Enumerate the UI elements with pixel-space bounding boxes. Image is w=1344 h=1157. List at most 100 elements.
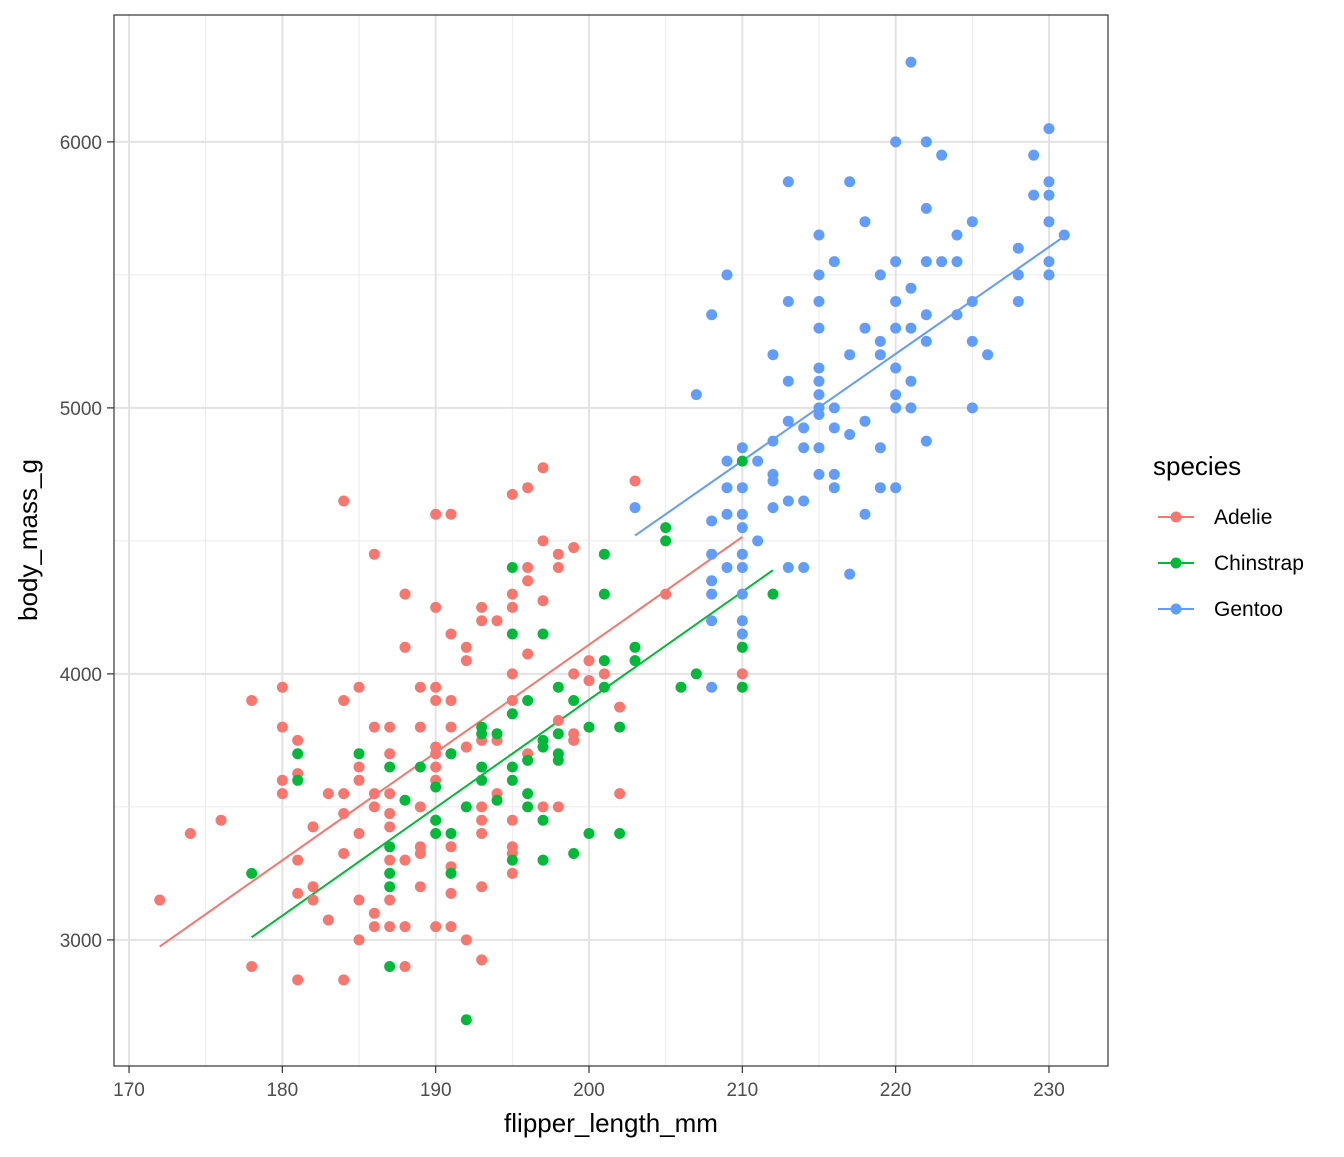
- data-point-gentoo: [905, 322, 917, 334]
- data-point-chinstrap: [552, 754, 564, 766]
- data-point-adelie: [568, 668, 580, 680]
- data-point-gentoo: [844, 568, 856, 580]
- data-point-chinstrap: [506, 628, 518, 640]
- data-point-adelie: [598, 668, 610, 680]
- data-point-chinstrap: [537, 814, 549, 826]
- data-point-gentoo: [890, 389, 902, 401]
- data-point-gentoo: [721, 508, 733, 520]
- data-point-adelie: [368, 921, 380, 933]
- data-point-adelie: [476, 881, 488, 893]
- data-point-gentoo: [951, 256, 963, 268]
- data-point-gentoo: [828, 256, 840, 268]
- data-point-chinstrap: [598, 681, 610, 693]
- data-point-adelie: [322, 788, 334, 800]
- axes: 170 180 190 200 210 220 230 3000 4000 5000 6000: [60, 133, 1065, 1101]
- data-point-adelie: [537, 595, 549, 607]
- data-point-gentoo: [1043, 269, 1055, 281]
- data-point-adelie: [307, 894, 319, 906]
- data-point-adelie: [384, 821, 396, 833]
- data-point-adelie: [384, 921, 396, 933]
- data-point-gentoo: [782, 495, 794, 507]
- data-point-gentoo: [798, 495, 810, 507]
- data-point-chinstrap: [414, 761, 426, 773]
- data-point-adelie: [414, 681, 426, 693]
- data-point-adelie: [614, 701, 626, 713]
- data-point-adelie: [322, 914, 334, 926]
- data-point-adelie: [276, 721, 288, 733]
- data-point-adelie: [399, 921, 411, 933]
- data-point-gentoo: [874, 482, 886, 494]
- data-point-chinstrap: [292, 748, 304, 760]
- data-point-gentoo: [736, 482, 748, 494]
- data-point-adelie: [522, 482, 534, 494]
- data-point-gentoo: [905, 375, 917, 387]
- data-point-gentoo: [844, 428, 856, 440]
- data-point-adelie: [276, 774, 288, 786]
- data-point-gentoo: [859, 322, 871, 334]
- data-point-adelie: [246, 695, 258, 707]
- data-point-chinstrap: [430, 781, 442, 793]
- data-point-gentoo: [874, 349, 886, 361]
- data-point-adelie: [552, 561, 564, 573]
- data-point-chinstrap: [767, 588, 779, 600]
- data-point-adelie: [506, 588, 518, 600]
- data-point-adelie: [506, 601, 518, 613]
- data-point-adelie: [537, 535, 549, 547]
- data-point-gentoo: [966, 295, 978, 307]
- data-point-adelie: [614, 788, 626, 800]
- data-point-gentoo: [782, 561, 794, 573]
- data-point-adelie: [414, 847, 426, 859]
- data-point-adelie: [368, 721, 380, 733]
- data-point-chinstrap: [384, 841, 396, 853]
- data-point-adelie: [430, 695, 442, 707]
- data-point-gentoo: [736, 522, 748, 534]
- data-point-adelie: [460, 741, 472, 753]
- data-point-gentoo: [813, 409, 825, 421]
- data-point-chinstrap: [552, 728, 564, 740]
- data-point-adelie: [353, 774, 365, 786]
- data-point-gentoo: [890, 482, 902, 494]
- data-point-adelie: [338, 974, 350, 986]
- data-point-gentoo: [767, 435, 779, 447]
- data-point-adelie: [246, 961, 258, 973]
- data-point-adelie: [384, 894, 396, 906]
- x-tick-label: 200: [573, 1080, 605, 1101]
- data-point-chinstrap: [384, 961, 396, 973]
- x-tick-label: 170: [113, 1080, 145, 1101]
- data-point-adelie: [460, 934, 472, 946]
- data-point-gentoo: [706, 548, 718, 560]
- data-point-gentoo: [859, 415, 871, 427]
- data-point-gentoo: [905, 282, 917, 294]
- data-point-adelie: [276, 681, 288, 693]
- data-point-gentoo: [1028, 149, 1040, 161]
- data-point-gentoo: [736, 561, 748, 573]
- data-point-adelie: [338, 788, 350, 800]
- data-point-adelie: [445, 695, 457, 707]
- data-point-adelie: [430, 761, 442, 773]
- data-point-adelie: [537, 801, 549, 813]
- data-point-adelie: [476, 615, 488, 627]
- data-point-adelie: [476, 601, 488, 613]
- data-point-chinstrap: [445, 748, 457, 760]
- data-point-chinstrap: [583, 828, 595, 840]
- data-point-chinstrap: [537, 628, 549, 640]
- data-point-chinstrap: [614, 721, 626, 733]
- data-point-chinstrap: [384, 881, 396, 893]
- data-point-gentoo: [813, 229, 825, 241]
- data-point-adelie: [368, 907, 380, 919]
- data-point-chinstrap: [522, 801, 534, 813]
- data-point-gentoo: [890, 295, 902, 307]
- data-point-chinstrap: [598, 588, 610, 600]
- y-tick-label: 6000: [60, 133, 102, 154]
- data-point-adelie: [430, 681, 442, 693]
- data-point-adelie: [353, 681, 365, 693]
- data-point-adelie: [552, 714, 564, 726]
- data-point-gentoo: [813, 295, 825, 307]
- data-point-adelie: [276, 788, 288, 800]
- data-point-gentoo: [890, 256, 902, 268]
- data-point-adelie: [338, 695, 350, 707]
- data-point-adelie: [399, 588, 411, 600]
- data-point-gentoo: [767, 349, 779, 361]
- data-point-gentoo: [828, 402, 840, 414]
